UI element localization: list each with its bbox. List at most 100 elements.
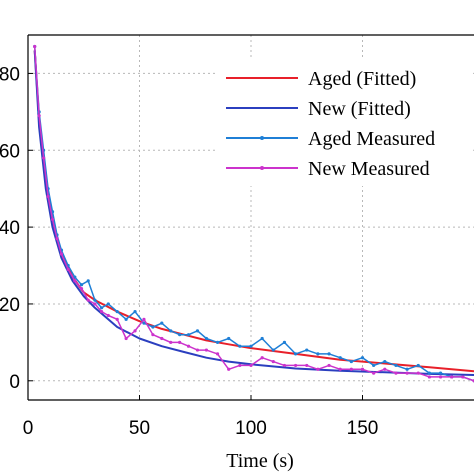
data-point: [249, 344, 253, 348]
data-point: [238, 344, 242, 348]
data-point: [133, 329, 137, 333]
legend-label-3: New Measured: [308, 158, 430, 180]
data-point: [99, 306, 104, 310]
data-point: [372, 363, 376, 368]
data-point: [73, 275, 77, 279]
data-point: [215, 352, 220, 356]
data-point: [438, 375, 443, 379]
data-point: [124, 317, 128, 321]
legend-label-0: Aged (Fitted): [308, 68, 416, 90]
data-point: [260, 336, 264, 341]
data-point: [115, 310, 119, 314]
data-point: [227, 367, 231, 371]
data-point: [79, 286, 84, 291]
legend-label-2: Aged Measured: [308, 128, 435, 150]
data-point: [271, 359, 275, 364]
data-point: [360, 367, 365, 371]
data-point: [93, 298, 97, 302]
data-point: [294, 352, 298, 356]
data-point: [169, 340, 173, 344]
legend-label-1: New (Fitted): [308, 98, 411, 120]
data-point: [186, 333, 191, 337]
data-point: [160, 336, 164, 341]
data-point: [215, 340, 220, 344]
data-point: [66, 267, 70, 271]
data-point: [405, 371, 409, 375]
data-point: [305, 363, 309, 368]
tick-labels: 0 50 100 150 0 20 40 60 80: [0, 64, 378, 439]
data-point: [79, 283, 84, 287]
legend-box: [218, 58, 470, 186]
data-point: [160, 321, 164, 325]
data-point: [142, 317, 146, 321]
data-point: [178, 333, 182, 337]
data-point: [42, 156, 46, 160]
data-point: [450, 375, 454, 379]
data-point: [73, 279, 77, 283]
data-point: [316, 367, 320, 371]
y-tick-label: 80: [0, 64, 20, 85]
data-point: [46, 194, 50, 198]
data-point: [115, 317, 119, 321]
data-point: [405, 367, 409, 371]
data-point: [33, 44, 37, 49]
x-tick-label: 50: [129, 418, 150, 439]
series-line-1: [33, 50, 474, 376]
legend-marker-2: [260, 136, 264, 140]
data-point: [461, 375, 465, 379]
data-point: [372, 371, 376, 375]
data-point: [37, 114, 41, 118]
data-point: [106, 313, 110, 318]
data-point: [427, 375, 431, 379]
data-point: [55, 237, 59, 241]
data-point: [204, 336, 208, 341]
data-point: [327, 363, 331, 368]
data-point: [204, 348, 208, 352]
legend: Aged (Fitted) New (Fitted) Aged Measured Ne…: [218, 58, 470, 186]
y-tick-label: 60: [0, 141, 20, 162]
data-point: [151, 325, 155, 329]
data-point: [238, 363, 242, 368]
data-point: [349, 367, 353, 371]
data-point: [383, 367, 387, 371]
data-point: [394, 363, 398, 368]
data-point: [360, 356, 365, 360]
data-point: [338, 356, 342, 360]
y-tick-label: 0: [9, 372, 20, 393]
data-point: [260, 356, 264, 360]
data-point: [124, 336, 128, 341]
data-point: [316, 352, 320, 356]
data-point: [151, 333, 155, 337]
data-point: [349, 359, 353, 364]
data-point: [133, 310, 137, 314]
data-point: [327, 352, 331, 356]
data-point: [416, 371, 420, 375]
data-point: [195, 348, 200, 352]
data-point: [271, 348, 275, 352]
legend-marker-3: [260, 166, 264, 170]
data-point: [227, 336, 231, 341]
data-point: [59, 252, 64, 256]
data-point: [249, 363, 253, 368]
data-point: [416, 363, 420, 368]
data-point: [169, 329, 173, 333]
x-tick-label: 0: [23, 418, 34, 439]
data-point: [338, 367, 342, 371]
data-point: [294, 363, 298, 368]
data-point: [93, 302, 97, 306]
data-point: [438, 371, 443, 375]
data-point: [383, 359, 387, 364]
data-point: [282, 363, 287, 368]
x-axis-title: Time (s): [226, 450, 294, 472]
data-point: [282, 340, 287, 344]
data-point: [186, 344, 191, 348]
y-tick-label: 40: [0, 218, 20, 239]
data-point: [427, 371, 431, 375]
data-point: [99, 310, 104, 314]
data-point: [195, 329, 200, 333]
data-point: [50, 217, 55, 222]
data-point: [86, 279, 90, 283]
data-point: [305, 348, 309, 352]
data-point: [178, 340, 182, 344]
